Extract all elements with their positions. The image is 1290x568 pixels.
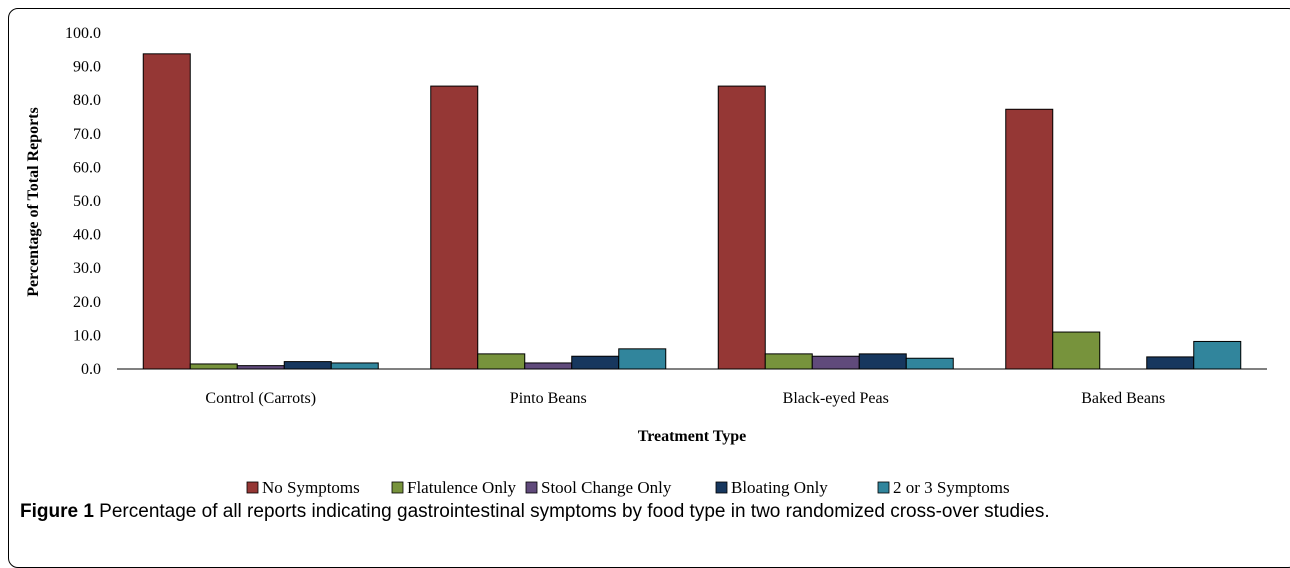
legend-swatch [877, 481, 890, 494]
bar-2-or-3-symptoms [1193, 340, 1242, 370]
legend-swatch [525, 481, 538, 494]
legend-label: No Symptoms [262, 478, 360, 497]
legend-label: Flatulence Only [407, 478, 517, 497]
bar-flatulence-only [477, 353, 526, 370]
y-tick-label: 100.0 [65, 25, 101, 42]
y-tick-label: 0.0 [81, 361, 101, 378]
bar-2-or-3-symptoms [905, 357, 954, 370]
bar-flatulence-only [764, 353, 813, 370]
x-axis-labels: Control (Carrots) Pinto Beans Black-eyed P… [205, 390, 1165, 407]
x-tick-label: Baked Beans [1081, 390, 1165, 407]
bar-bloating-only [571, 355, 620, 370]
x-tick-label: Control (Carrots) [205, 390, 316, 407]
legend-swatch [391, 481, 404, 494]
bar-2-or-3-symptoms [618, 348, 667, 370]
y-tick-label: 70.0 [73, 126, 101, 143]
x-tick-label: Pinto Beans [510, 390, 587, 407]
legend-swatch [246, 481, 259, 494]
legend-label: Bloating Only [731, 478, 828, 497]
y-axis-title: Percentage of Total Reports [25, 107, 42, 296]
figure-caption-label: Figure 1 [20, 501, 94, 522]
bar-chart: 0.0 10.0 20.0 30.0 40.0 50.0 60.0 70.0 80.0 90.0 1… [25, 25, 1267, 497]
x-axis-title: Treatment Type [638, 428, 747, 445]
y-tick-label: 50.0 [73, 193, 101, 210]
bar-bloating-only [283, 361, 332, 370]
figure-caption: Figure 1 Percentage of all reports indic… [20, 501, 1050, 523]
y-tick-label: 10.0 [73, 327, 101, 344]
legend: No Symptoms Flatulence Only Stool Change O… [246, 478, 1010, 497]
figure-caption-text: Percentage of all reports indicating gas… [93, 501, 1050, 522]
bar-bloating-only [1146, 356, 1195, 370]
legend-label: Stool Change Only [541, 478, 672, 497]
bar-2-or-3-symptoms [330, 362, 379, 370]
legend-label: 2 or 3 Symptoms [893, 478, 1010, 497]
bar-stool-change-only [811, 355, 860, 370]
bar-no-symptoms [1005, 108, 1054, 370]
x-tick-label: Black-eyed Peas [783, 390, 889, 407]
legend-swatch [715, 481, 728, 494]
bar-stool-change-only [236, 365, 285, 370]
y-tick-label: 40.0 [73, 227, 101, 244]
bar-no-symptoms [430, 85, 479, 370]
y-tick-label: 90.0 [73, 59, 101, 76]
y-axis-ticks: 0.0 10.0 20.0 30.0 40.0 50.0 60.0 70.0 80.0 90.0 1… [65, 25, 101, 378]
bar-flatulence-only [1052, 331, 1101, 370]
bar-stool-change-only [524, 362, 573, 370]
y-tick-label: 20.0 [73, 294, 101, 311]
bar-no-symptoms [717, 85, 766, 370]
bar-bloating-only [858, 353, 907, 370]
bar-flatulence-only [189, 363, 238, 370]
y-tick-label: 80.0 [73, 92, 101, 109]
y-tick-label: 60.0 [73, 159, 101, 176]
y-tick-label: 30.0 [73, 260, 101, 277]
bar-no-symptoms [142, 53, 191, 370]
bar-group [142, 53, 1242, 370]
